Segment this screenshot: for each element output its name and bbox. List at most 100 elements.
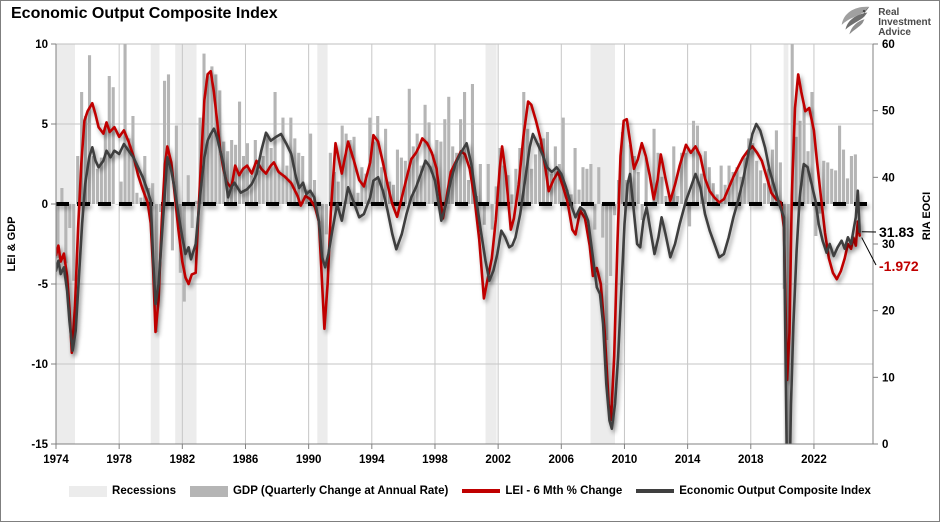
gdp-bar [636, 172, 640, 204]
gdp-bar [707, 167, 711, 204]
recession-band [150, 44, 160, 444]
gdp-bar [573, 148, 577, 204]
gdp-bar [95, 168, 99, 204]
gdp-swatch [189, 485, 228, 497]
gridlines [56, 43, 873, 444]
legend-label: Recessions [112, 485, 176, 497]
gdp-bar [447, 96, 451, 204]
gdp-bar [64, 204, 68, 264]
left-tick-label: -5 [38, 279, 49, 291]
gdp-bar [273, 92, 277, 204]
gdp-bar [794, 136, 798, 204]
eagle-icon [841, 6, 870, 35]
gdp-bar [522, 92, 526, 204]
recession-band [783, 44, 789, 444]
right-tick-label: 20 [882, 306, 895, 318]
gdp-bar [297, 152, 301, 204]
gdp-bar [743, 157, 747, 204]
gdp-bar [644, 157, 648, 204]
gdp-bar [731, 172, 735, 204]
eoci-line-swatch [636, 489, 675, 493]
gdp-bar [277, 170, 281, 204]
gdp-bar [186, 175, 190, 204]
x-tick-label: 1974 [43, 454, 69, 466]
brand-line-1: Real [878, 7, 900, 18]
gdp-bar [139, 197, 143, 204]
gdp-bar [170, 204, 174, 251]
right-tick-label: 10 [882, 372, 895, 384]
gdp-bar [115, 204, 119, 205]
lei-last-value: -1.972 [879, 258, 919, 274]
x-tick-label: 1982 [170, 454, 196, 466]
gdp-bar [234, 144, 238, 204]
gdp-bar [538, 143, 542, 204]
gdp-bar [510, 194, 514, 204]
gdp-bar [431, 154, 435, 204]
gdp-bar [99, 157, 103, 204]
gdp-bar [91, 156, 96, 204]
x-tick-label: 2014 [675, 454, 701, 466]
gdp-bar [281, 117, 285, 204]
left-tick-label: 10 [35, 39, 48, 51]
left-tick-label: -15 [31, 439, 48, 451]
gdp-bar [735, 167, 739, 204]
gdp-bar [103, 127, 107, 204]
gdp-bar [320, 204, 324, 262]
gdp-bar [688, 204, 692, 227]
gdp-bar [814, 204, 818, 236]
gdp-bar [577, 189, 581, 204]
eoci-line [56, 122, 861, 444]
gdp-bar [344, 133, 348, 204]
gdp-bar [466, 180, 471, 204]
gdp-bar [601, 204, 605, 238]
gdp-bar [841, 149, 846, 204]
recession-swatch [69, 485, 108, 497]
x-tick-label: 2002 [485, 454, 511, 466]
recession-band [175, 44, 197, 444]
gdp-bar [834, 170, 838, 204]
gdp-bar [605, 204, 609, 340]
gdp-bar [309, 133, 313, 204]
gdp-bar [56, 204, 60, 259]
gdp-bar [190, 204, 194, 228]
legend-item-lei: LEI - 6 Mth % Change [462, 485, 622, 497]
brand-logo: Real Investment Advice [836, 4, 931, 42]
gdp-bar [589, 164, 593, 204]
gdp-bar [581, 167, 585, 204]
gdp-bar [541, 138, 546, 204]
gdp-bar [395, 149, 399, 204]
gdp-bar [356, 192, 360, 204]
recession-band [485, 44, 497, 444]
gdp-bar [151, 183, 155, 204]
x-tick-label: 2018 [738, 454, 764, 466]
right-axis-title: RIA EOCI [921, 192, 933, 241]
gdp-bar [391, 184, 396, 204]
gdp-bar [620, 132, 625, 204]
legend-label: Economic Output Composite Index [679, 485, 871, 497]
gdp-bar [312, 180, 317, 204]
gdp-bar [60, 188, 64, 204]
gdp-bar [68, 204, 72, 228]
gdp-bar [786, 204, 790, 444]
gdp-bar [849, 156, 853, 204]
left-tick-label: 5 [42, 119, 49, 131]
gdp-bar [652, 128, 656, 204]
gdp-bar [806, 151, 810, 204]
gdp-bar [664, 196, 668, 204]
gdp-bar [415, 133, 419, 204]
gdp-bar [751, 143, 755, 204]
eoci-last-value: 31.83 [879, 224, 914, 240]
gdp-bar [569, 194, 573, 204]
left-tick-label: -10 [31, 359, 48, 371]
gdp-bar [549, 173, 553, 204]
gdp-bar [427, 122, 431, 204]
gdp-bar [695, 125, 700, 204]
gdp-bar [597, 167, 601, 204]
gdp-bar [364, 173, 368, 204]
gdp-bar [790, 44, 794, 204]
legend-item-recessions: Recessions [69, 485, 176, 497]
gdp-bar [455, 152, 459, 204]
right-tick-label: 60 [882, 39, 895, 51]
gdp-bar [226, 151, 230, 204]
x-tick-label: 2022 [801, 454, 827, 466]
